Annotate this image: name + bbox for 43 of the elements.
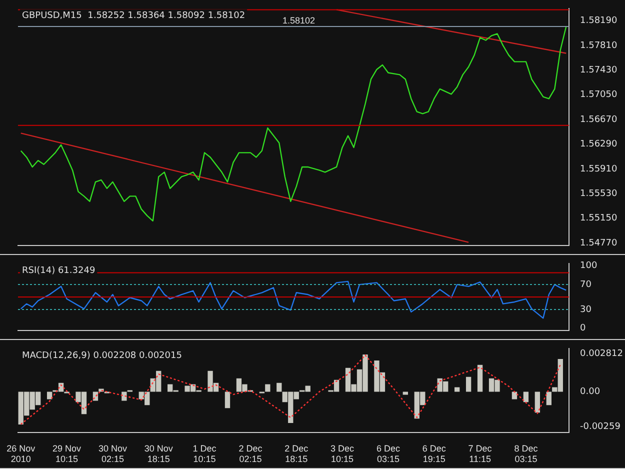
y-tick-label: 1.57430 xyxy=(580,65,618,76)
y-tick-label: 1.56290 xyxy=(580,140,618,150)
chart-title: MACD(12,26,9) 0.002208 0.002015 xyxy=(22,351,182,362)
x-tick-label: 3 Dec 10:15 xyxy=(330,443,355,464)
chart-title: RSI(14) 61.3249 xyxy=(22,266,96,276)
y-tick-label: 1.58190 xyxy=(580,16,618,26)
y-tick-label: 1.55910 xyxy=(580,164,618,174)
x-tick-label: 8 Dec 03:15 xyxy=(514,443,538,464)
y-tick-label: 1.55150 xyxy=(580,214,618,224)
bar xyxy=(276,382,282,392)
y-tick-label: 1.56670 xyxy=(580,114,618,125)
x-tick-label: 30 Nov 02:15 xyxy=(98,443,128,464)
bar xyxy=(224,392,230,408)
y-tick-label: 100 xyxy=(580,261,598,272)
bar xyxy=(546,392,552,406)
y-tick-label: 30 xyxy=(580,304,592,315)
x-tick-label: 1 Dec 10:15 xyxy=(192,443,217,464)
bar xyxy=(534,392,540,413)
chart-title: GBPUSD,M15 1.58252 1.58364 1.58092 1.58102 xyxy=(22,11,246,22)
y-tick-label: 0.002812 xyxy=(580,349,623,359)
bar xyxy=(477,364,483,392)
y-tick-label: 70 xyxy=(580,280,592,290)
y-tick-label: 1.54770 xyxy=(580,238,618,248)
x-tick-label: 30 Nov 18:15 xyxy=(144,443,174,464)
x-tick-label: 7 Dec 11:15 xyxy=(468,443,492,464)
y-tick-label: 0.00 xyxy=(580,387,600,398)
y-tick-label: 1.57810 xyxy=(580,40,618,51)
x-tick-label: 2 Dec 02:15 xyxy=(238,443,263,464)
y-tick-label: 1.55530 xyxy=(580,188,618,199)
y-tick-label: -0.00259 xyxy=(580,422,621,432)
bar xyxy=(122,392,127,401)
y-tick-label: 0 xyxy=(580,323,586,334)
x-tick-label: 6 Dec 03:15 xyxy=(376,443,400,464)
bar xyxy=(466,376,472,392)
x-tick-label: 2 Dec 18:15 xyxy=(284,443,309,464)
x-tick-label: 29 Nov 10:15 xyxy=(52,443,82,464)
bar xyxy=(454,387,460,392)
y-tick-label: 1.57050 xyxy=(580,90,618,100)
x-tick-label: 6 Dec 19:15 xyxy=(422,443,446,464)
ref-line-label: 1.58102 xyxy=(282,15,316,26)
bar xyxy=(523,392,529,402)
bar xyxy=(265,384,270,392)
x-tick-label: 26 Nov 2010 xyxy=(6,443,36,464)
